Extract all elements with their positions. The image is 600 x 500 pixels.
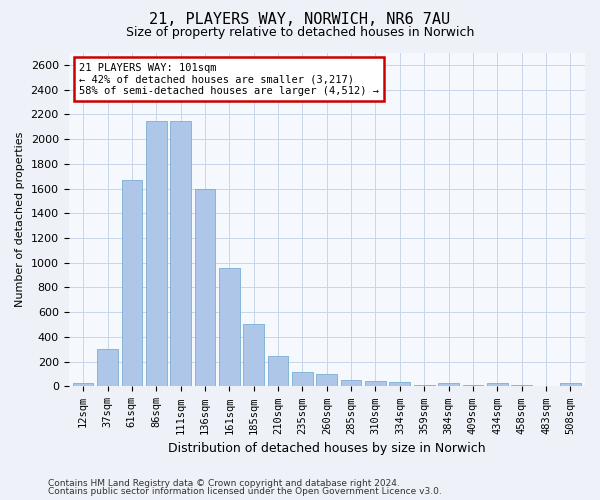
Bar: [365, 381, 386, 386]
Bar: [414, 384, 434, 386]
Bar: [463, 384, 483, 386]
Bar: [219, 268, 239, 386]
Bar: [560, 384, 581, 386]
Bar: [341, 380, 361, 386]
Bar: [146, 120, 167, 386]
Text: 21 PLAYERS WAY: 101sqm
← 42% of detached houses are smaller (3,217)
58% of semi-: 21 PLAYERS WAY: 101sqm ← 42% of detached…: [79, 62, 379, 96]
Bar: [73, 384, 94, 386]
Bar: [268, 356, 289, 386]
Bar: [316, 374, 337, 386]
Bar: [389, 382, 410, 386]
Bar: [244, 324, 264, 386]
Text: Contains public sector information licensed under the Open Government Licence v3: Contains public sector information licen…: [48, 487, 442, 496]
Text: Contains HM Land Registry data © Crown copyright and database right 2024.: Contains HM Land Registry data © Crown c…: [48, 478, 400, 488]
Bar: [438, 382, 459, 386]
Bar: [292, 372, 313, 386]
Bar: [97, 350, 118, 387]
Bar: [194, 189, 215, 386]
Bar: [487, 384, 508, 386]
Bar: [122, 180, 142, 386]
X-axis label: Distribution of detached houses by size in Norwich: Distribution of detached houses by size …: [168, 442, 485, 455]
Text: Size of property relative to detached houses in Norwich: Size of property relative to detached ho…: [126, 26, 474, 39]
Text: 21, PLAYERS WAY, NORWICH, NR6 7AU: 21, PLAYERS WAY, NORWICH, NR6 7AU: [149, 12, 451, 28]
Bar: [511, 384, 532, 386]
Y-axis label: Number of detached properties: Number of detached properties: [15, 132, 25, 307]
Bar: [170, 120, 191, 386]
